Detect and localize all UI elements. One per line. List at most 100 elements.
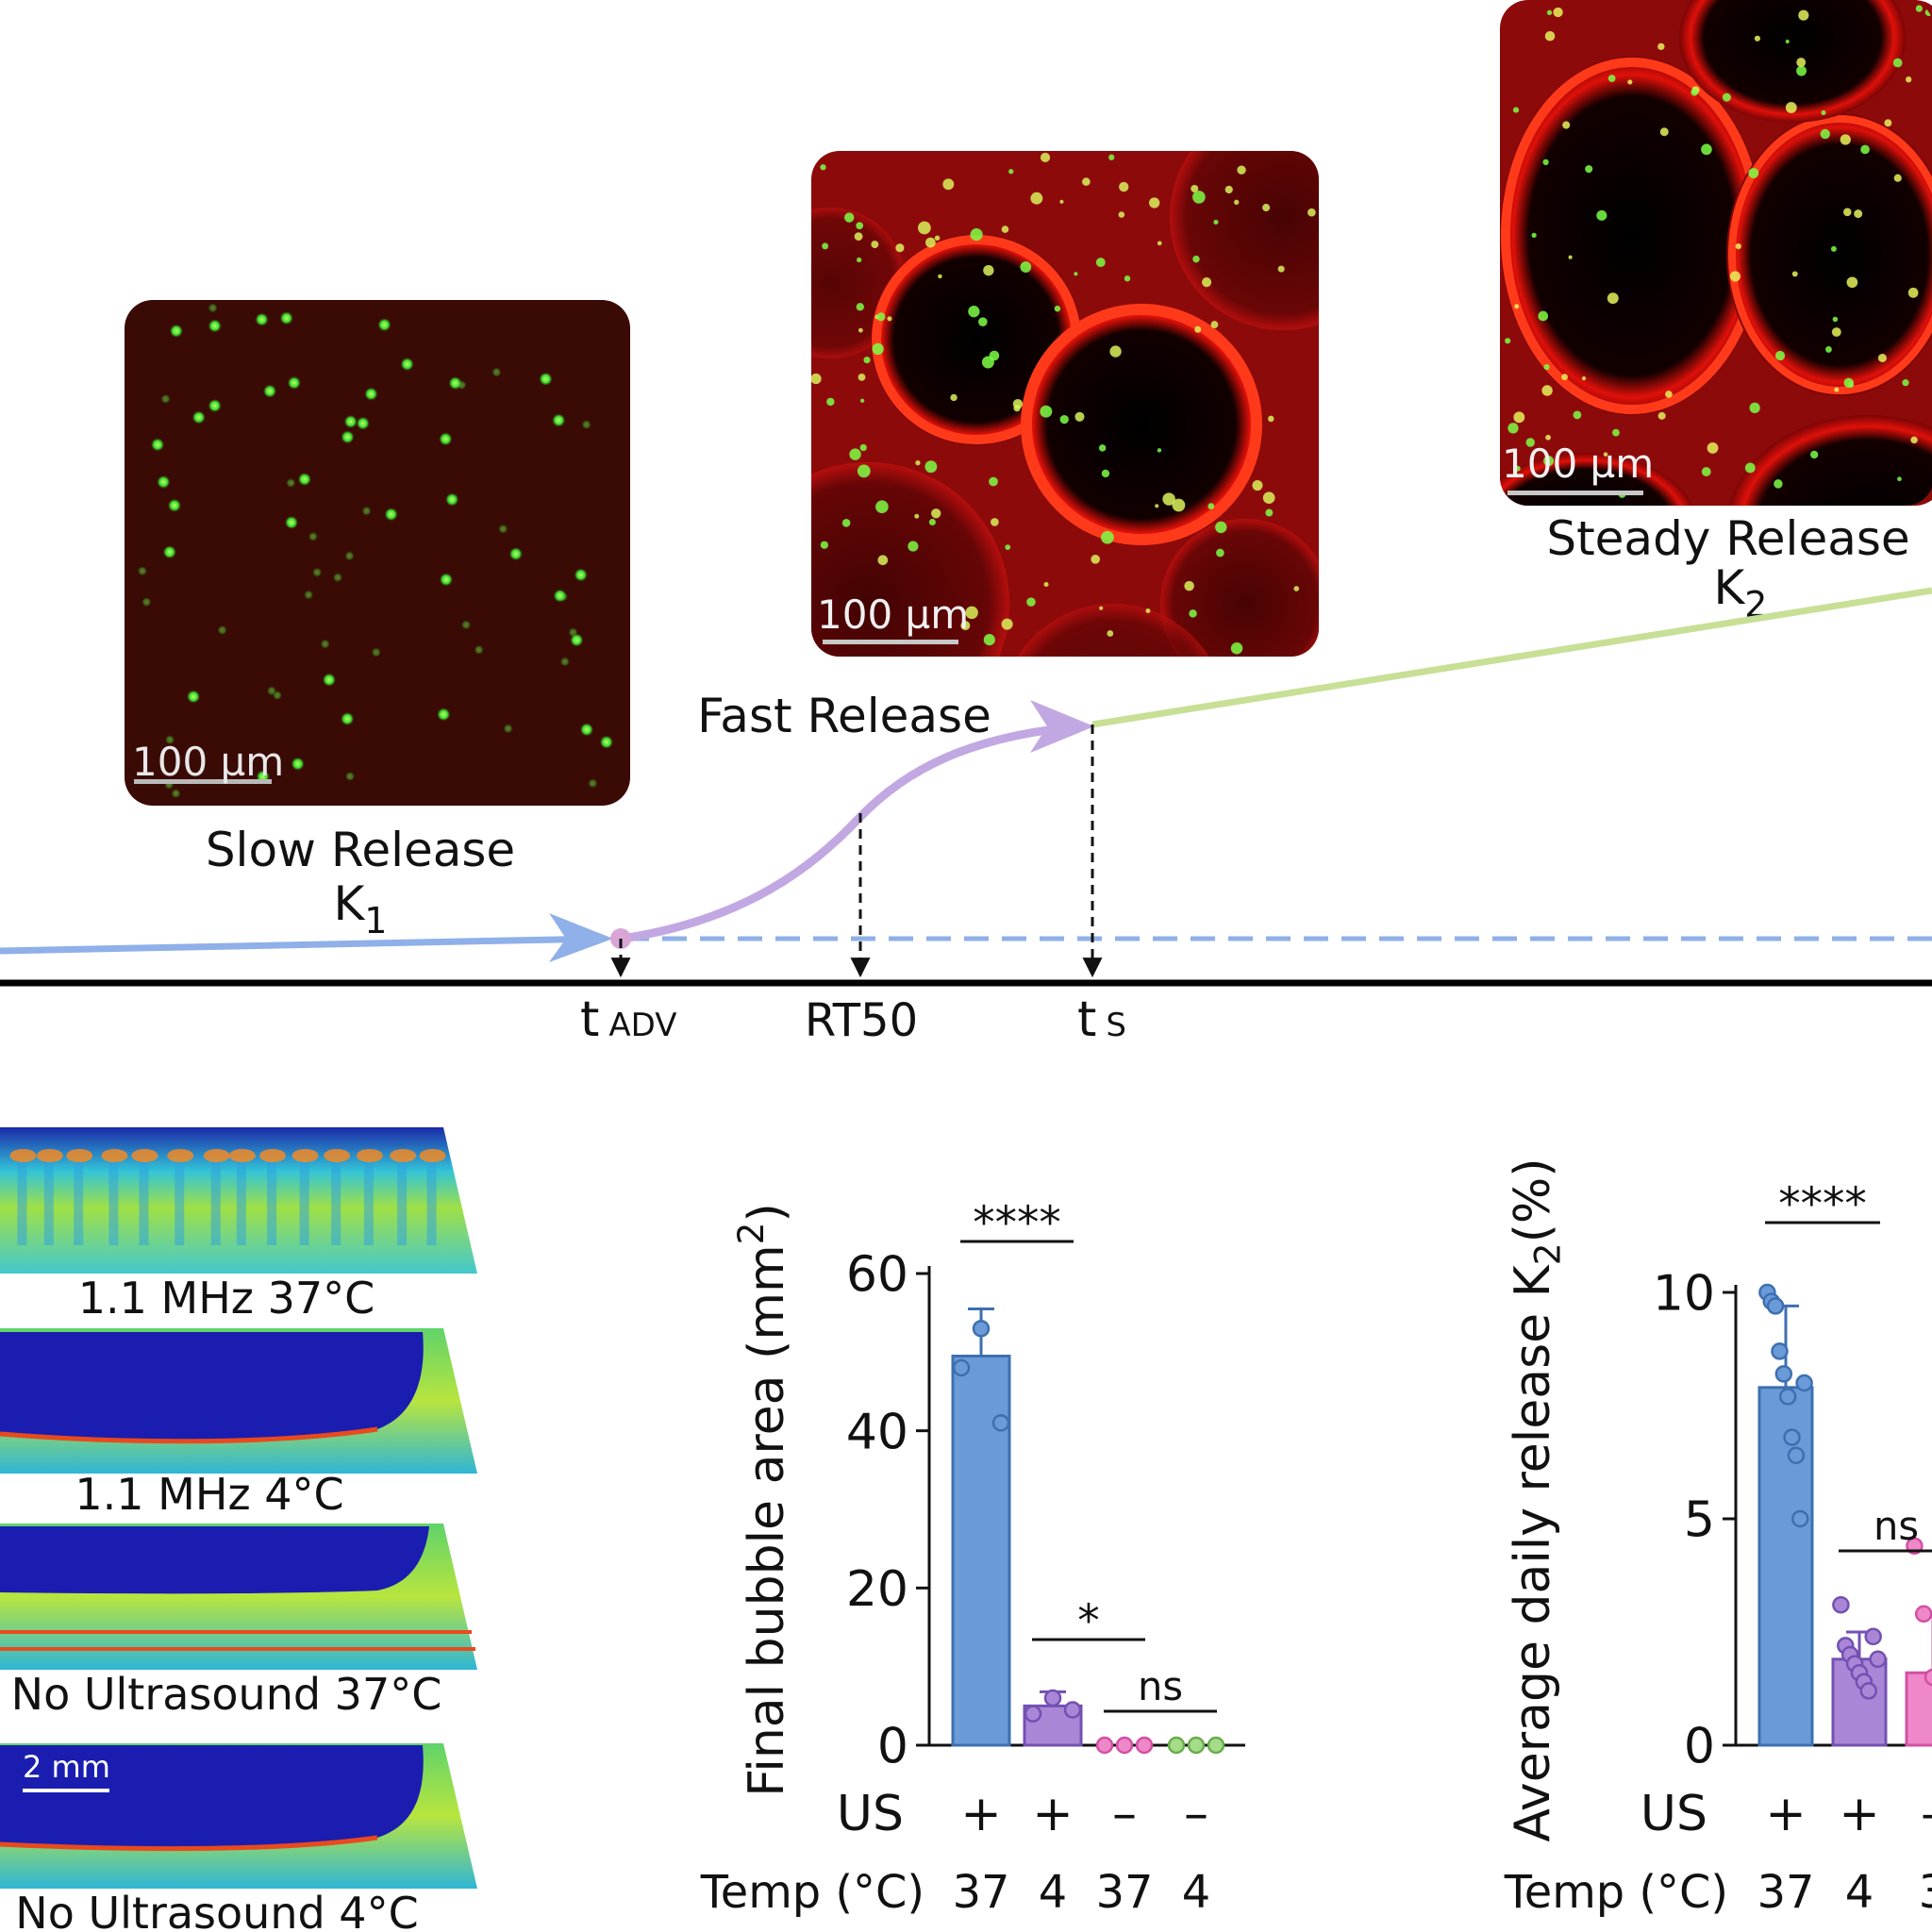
temp-value: 4 xyxy=(1039,1867,1067,1919)
particle xyxy=(1748,168,1759,178)
particle xyxy=(553,589,567,603)
micrograph-steady-release: 100 µm xyxy=(1500,0,1932,506)
data-point xyxy=(1778,1388,1797,1406)
y-axis-label: Final bubble area (mm2) xyxy=(730,1203,795,1797)
particle xyxy=(1820,128,1830,140)
scale-bar-label: 100 µm xyxy=(1502,441,1654,487)
particle xyxy=(858,373,866,381)
particle xyxy=(559,657,570,667)
particle xyxy=(1252,480,1263,491)
texture-stripe xyxy=(17,1160,27,1245)
particle xyxy=(1307,208,1316,217)
scale-bar-label: 2 mm xyxy=(23,1749,110,1785)
particle xyxy=(1507,423,1519,434)
particle xyxy=(1561,374,1568,381)
texture-bright xyxy=(167,1149,194,1162)
particle xyxy=(857,464,871,478)
particle xyxy=(1108,154,1115,160)
particle xyxy=(341,711,355,725)
particle xyxy=(1191,185,1199,192)
texture-stripe xyxy=(267,1160,277,1245)
particle xyxy=(914,513,920,519)
particle xyxy=(167,498,181,512)
particle xyxy=(445,492,459,507)
row-label-us: US xyxy=(837,1786,904,1842)
texture-stripe xyxy=(236,1160,246,1245)
texture-stripe xyxy=(299,1160,309,1245)
data-point xyxy=(1914,1605,1932,1624)
particle xyxy=(1785,40,1790,44)
texture-stripe xyxy=(363,1160,374,1245)
scale-bar xyxy=(823,640,958,644)
particle xyxy=(579,723,593,737)
particle xyxy=(1001,618,1013,630)
data-point xyxy=(1187,1736,1206,1755)
particle xyxy=(1237,165,1246,175)
particle xyxy=(1157,448,1162,453)
particle xyxy=(1054,305,1061,312)
particle xyxy=(165,735,175,745)
texture-stripe xyxy=(108,1160,119,1245)
us-value: + xyxy=(960,1786,1002,1842)
particle xyxy=(908,541,919,552)
particle xyxy=(915,460,921,466)
particle xyxy=(1848,382,1854,388)
marker-tadv: t ADV xyxy=(580,991,677,1048)
particle xyxy=(859,443,867,452)
particle xyxy=(291,757,305,771)
particle xyxy=(1531,232,1537,238)
particle xyxy=(169,324,183,338)
us-value: + xyxy=(1839,1786,1880,1842)
data-point xyxy=(1771,1342,1789,1360)
particle xyxy=(942,178,955,191)
particle xyxy=(1514,304,1520,309)
particle xyxy=(1722,92,1731,102)
data-point xyxy=(952,1358,971,1377)
particle xyxy=(343,414,358,428)
particle xyxy=(1907,287,1919,298)
particle xyxy=(1155,504,1159,508)
particle xyxy=(1860,144,1870,155)
particle xyxy=(1215,521,1227,534)
particle xyxy=(599,735,613,749)
particle xyxy=(1059,199,1064,204)
particle xyxy=(872,342,884,356)
y-tick-label: 0 xyxy=(877,1719,908,1775)
particle xyxy=(1840,134,1851,145)
particle xyxy=(887,316,892,322)
particle xyxy=(552,413,566,427)
ultrasound-label: No Ultrasound 4°C xyxy=(15,1888,418,1932)
particle xyxy=(1627,79,1633,85)
temp-value: 4 xyxy=(1182,1867,1210,1919)
particle xyxy=(1189,609,1197,618)
y-tick-label: 5 xyxy=(1684,1492,1715,1549)
particle xyxy=(208,319,222,333)
scale-bar-label: 100 µm xyxy=(132,739,284,785)
particle xyxy=(1262,491,1275,505)
particle xyxy=(1208,503,1215,509)
data-point xyxy=(1787,1446,1806,1465)
temp-value: 37 xyxy=(1096,1867,1154,1919)
particle xyxy=(1001,225,1009,233)
particle xyxy=(854,232,863,242)
y-tick-label: 10 xyxy=(1653,1266,1715,1323)
ultrasound-label: No Ultrasound 37°C xyxy=(11,1669,442,1720)
particle xyxy=(1854,209,1863,219)
bubble-structures xyxy=(811,151,1319,657)
particle xyxy=(364,387,378,401)
particle xyxy=(924,460,938,474)
particle xyxy=(272,691,282,701)
particle xyxy=(371,647,381,658)
particle xyxy=(308,531,318,541)
particle xyxy=(137,566,147,576)
particle xyxy=(1553,7,1563,18)
particle xyxy=(1124,275,1131,282)
texture-bright xyxy=(419,1149,446,1162)
us-value: + xyxy=(1032,1786,1074,1842)
texture-bright xyxy=(259,1149,287,1162)
particle xyxy=(1012,399,1024,409)
particle xyxy=(400,358,414,372)
ultrasound-label: 1.1 MHz 37°C xyxy=(78,1273,375,1324)
particle xyxy=(1665,391,1673,398)
particle xyxy=(1568,255,1573,259)
